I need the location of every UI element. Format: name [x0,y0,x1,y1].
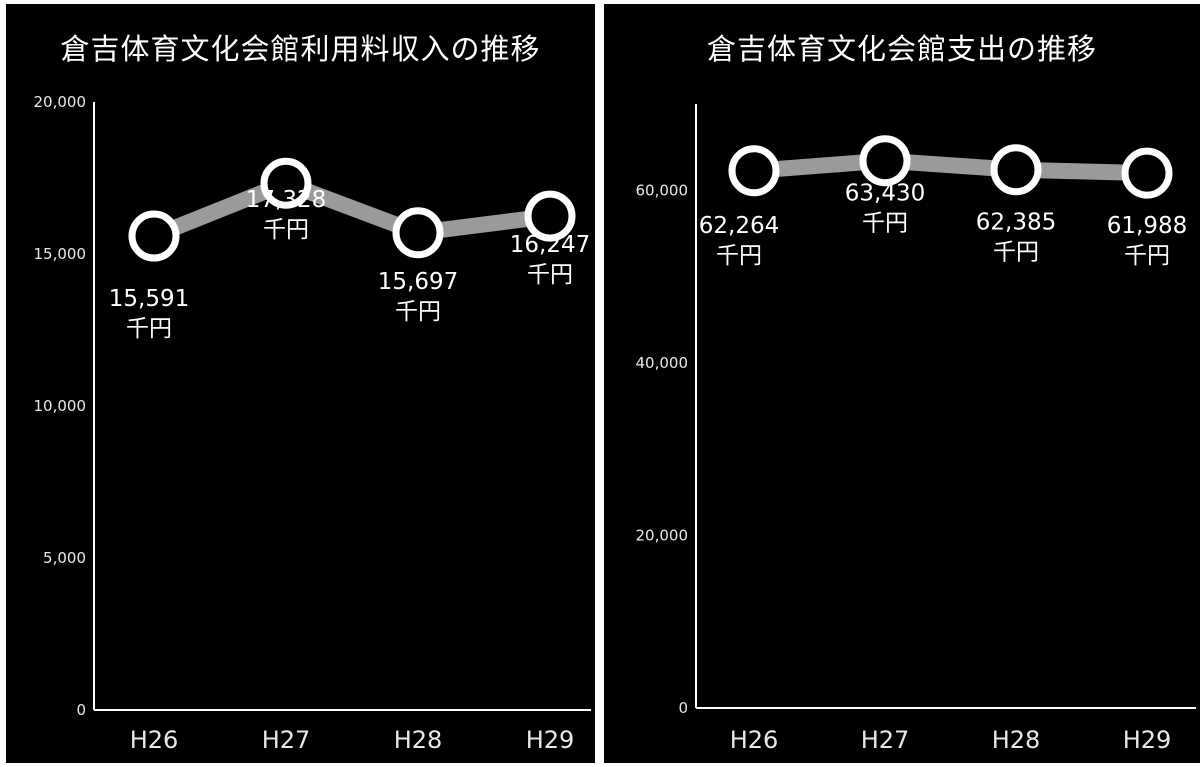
expenditure-data-point [990,144,1042,196]
revenue-data-label: 17,328 [246,187,326,213]
expenditure-x-tick-label: H29 [1123,726,1172,754]
revenue-data-point [392,207,444,259]
revenue-data-label: 15,697 [378,269,458,295]
revenue-data-label-unit: 千円 [263,217,309,243]
revenue-data-point [128,210,180,262]
revenue-y-tick-label: 15,000 [34,245,87,263]
expenditure-data-label-unit: 千円 [993,240,1039,266]
revenue-x-tick-label: H29 [526,726,575,754]
revenue-y-tick-label: 20,000 [34,93,87,111]
expenditure-data-label-unit: 千円 [1124,243,1170,269]
expenditure-data-label: 61,988 [1107,213,1187,239]
expenditure-data-point [728,145,780,197]
revenue-series-line [151,175,552,244]
revenue-x-tick-label: H26 [130,726,179,754]
revenue-data-point [260,157,312,209]
revenue-data-label-unit: 千円 [126,316,172,342]
revenue-x-tick-label: H27 [262,726,311,754]
expenditure-series-line [753,152,1148,182]
revenue-data-label: 15,591 [109,286,189,312]
expenditure-data-label: 62,385 [976,210,1056,236]
revenue-y-tick-label: 10,000 [34,397,87,415]
revenue-chart-panel: 倉吉体育文化会館利用料収入の推移 0 5,000 10,000 15,000 20,00… [6,4,595,763]
expenditure-chart-panel: 倉吉体育文化会館支出の推移 0 20,000 40,000 60,000 H26 H27 H… [604,4,1200,763]
expenditure-chart-title: 倉吉体育文化会館支出の推移 [706,32,1097,66]
expenditure-data-label-unit: 千円 [862,211,908,237]
revenue-data-point [524,190,576,242]
expenditure-y-tick-label: 0 [678,699,688,717]
expenditure-data-point [1121,147,1173,199]
expenditure-x-tick-label: H26 [730,726,779,754]
expenditure-y-tick-label: 40,000 [636,354,689,372]
expenditure-y-tick-label: 60,000 [636,181,689,199]
revenue-data-label-unit: 千円 [395,299,441,325]
revenue-chart-title: 倉吉体育文化会館利用料収入の推移 [60,32,541,66]
revenue-chart-plot: 0 5,000 10,000 15,000 20,000 H26 H27 H28 H29 15,5… [34,93,591,754]
expenditure-data-point [859,135,911,187]
expenditure-chart-plot: 0 20,000 40,000 60,000 H26 H27 H28 H29 62,264 千円 6… [636,104,1196,754]
revenue-data-label: 16,247 [510,232,590,258]
expenditure-data-label-unit: 千円 [716,243,762,269]
revenue-y-tick-label: 0 [76,701,86,719]
expenditure-x-tick-label: H27 [861,726,910,754]
expenditure-data-label: 63,430 [845,181,925,207]
revenue-x-tick-label: H28 [394,726,443,754]
expenditure-x-tick-label: H28 [992,726,1041,754]
revenue-data-label-unit: 千円 [527,262,573,288]
revenue-y-tick-label: 5,000 [43,549,86,567]
expenditure-data-label: 62,264 [699,213,779,239]
expenditure-y-tick-label: 20,000 [636,526,689,544]
